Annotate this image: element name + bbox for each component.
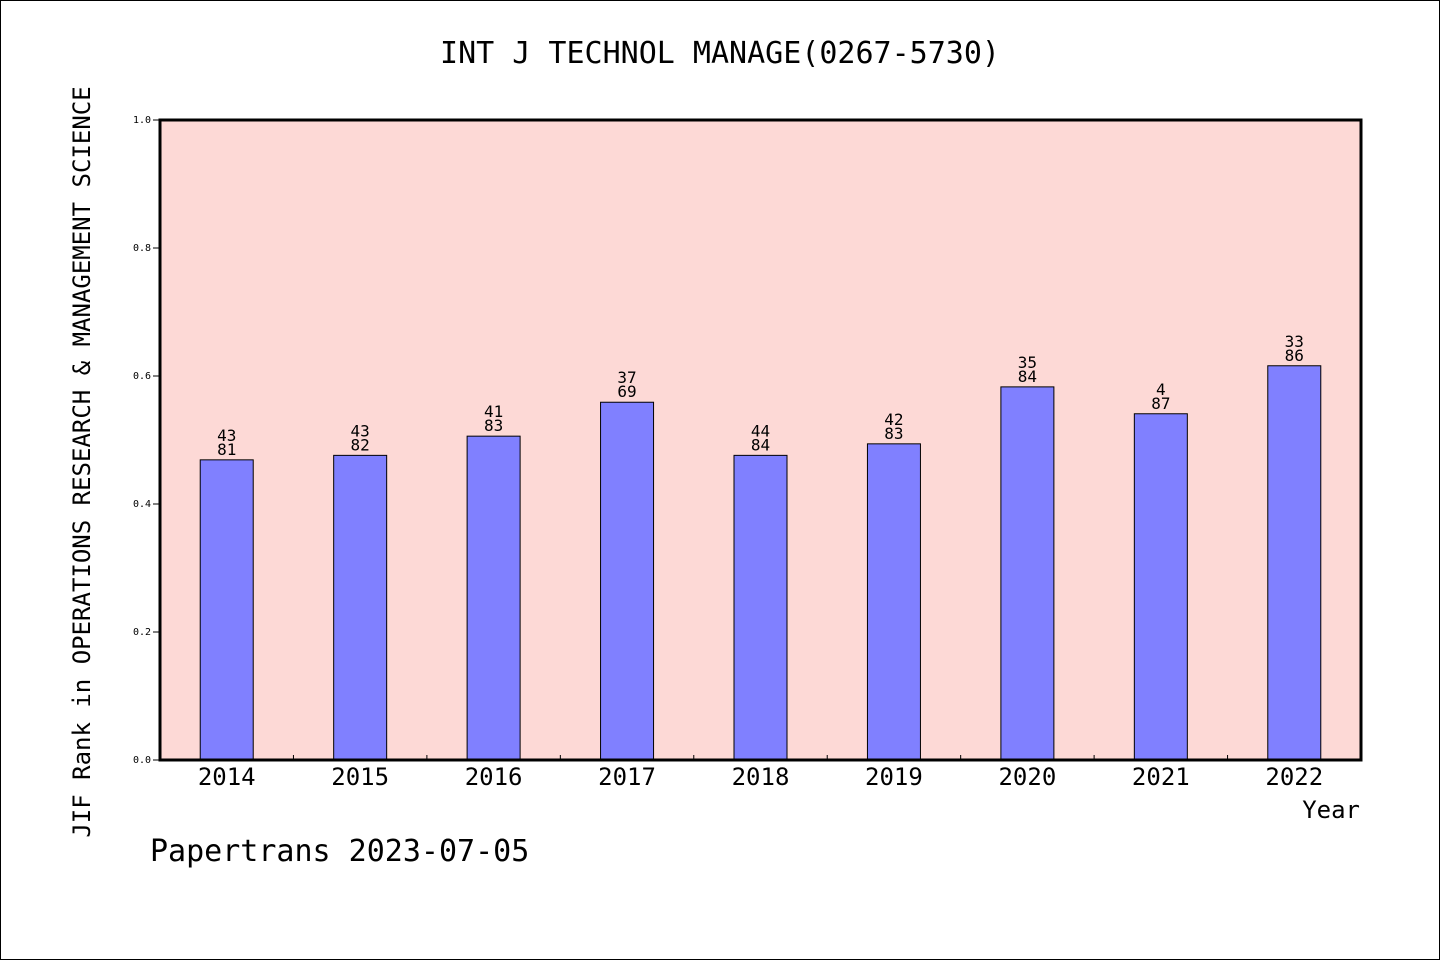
bar bbox=[733, 454, 788, 761]
y-tick-label: 0.4 bbox=[133, 499, 151, 510]
bar-rank-label: 35 bbox=[1018, 353, 1037, 372]
bar bbox=[600, 401, 655, 761]
bar-rank-label: 37 bbox=[617, 368, 636, 387]
x-tick-label: 2022 bbox=[1265, 763, 1323, 791]
bar-total-label: 86 bbox=[1285, 346, 1304, 365]
bar-rank-label: 41 bbox=[484, 402, 503, 421]
x-tick-label: 2014 bbox=[198, 763, 256, 791]
x-tick-label: 2016 bbox=[465, 763, 523, 791]
bar-rank-label: 33 bbox=[1285, 332, 1304, 351]
bar bbox=[1267, 365, 1322, 761]
bar-total-label: 69 bbox=[617, 382, 636, 401]
bar-total-label: 81 bbox=[217, 440, 236, 459]
x-tick-label: 2020 bbox=[998, 763, 1056, 791]
bar bbox=[199, 459, 254, 761]
y-tick-label: 0.2 bbox=[133, 627, 151, 638]
x-tick-label: 2019 bbox=[865, 763, 923, 791]
bar-total-label: 84 bbox=[751, 435, 770, 454]
bar-total-label: 84 bbox=[1018, 367, 1037, 386]
y-tick-label: 0.6 bbox=[133, 371, 151, 382]
bar-total-label: 82 bbox=[351, 435, 370, 454]
plot-border bbox=[158, 118, 1363, 762]
bar-rank-label: 42 bbox=[884, 410, 903, 429]
bar-rank-label: 4 bbox=[1156, 380, 1166, 399]
x-axis-label: Year bbox=[1302, 796, 1360, 824]
bar bbox=[1000, 386, 1055, 761]
y-tick-label: 0.0 bbox=[133, 755, 151, 766]
bar-rank-label: 44 bbox=[751, 421, 770, 440]
bar bbox=[333, 454, 388, 761]
y-tick-label: 0.8 bbox=[133, 243, 151, 254]
x-tick-label: 2015 bbox=[331, 763, 389, 791]
bar-rank-label: 43 bbox=[351, 421, 370, 440]
bar-total-label: 87 bbox=[1151, 394, 1170, 413]
x-tick-label: 2017 bbox=[598, 763, 656, 791]
bar-rank-label: 43 bbox=[217, 426, 236, 445]
bar-total-label: 83 bbox=[484, 416, 503, 435]
y-tick-label: 1.0 bbox=[133, 115, 151, 126]
footer-watermark: Papertrans 2023-07-05 bbox=[150, 834, 530, 869]
chart-title: INT J TECHNOL MANAGE(0267-5730) bbox=[440, 36, 1000, 71]
x-tick-label: 2018 bbox=[732, 763, 790, 791]
x-tick-label: 2021 bbox=[1132, 763, 1190, 791]
bar bbox=[466, 435, 521, 761]
bar bbox=[1133, 413, 1188, 761]
bar bbox=[866, 443, 921, 761]
bar-total-label: 83 bbox=[884, 424, 903, 443]
